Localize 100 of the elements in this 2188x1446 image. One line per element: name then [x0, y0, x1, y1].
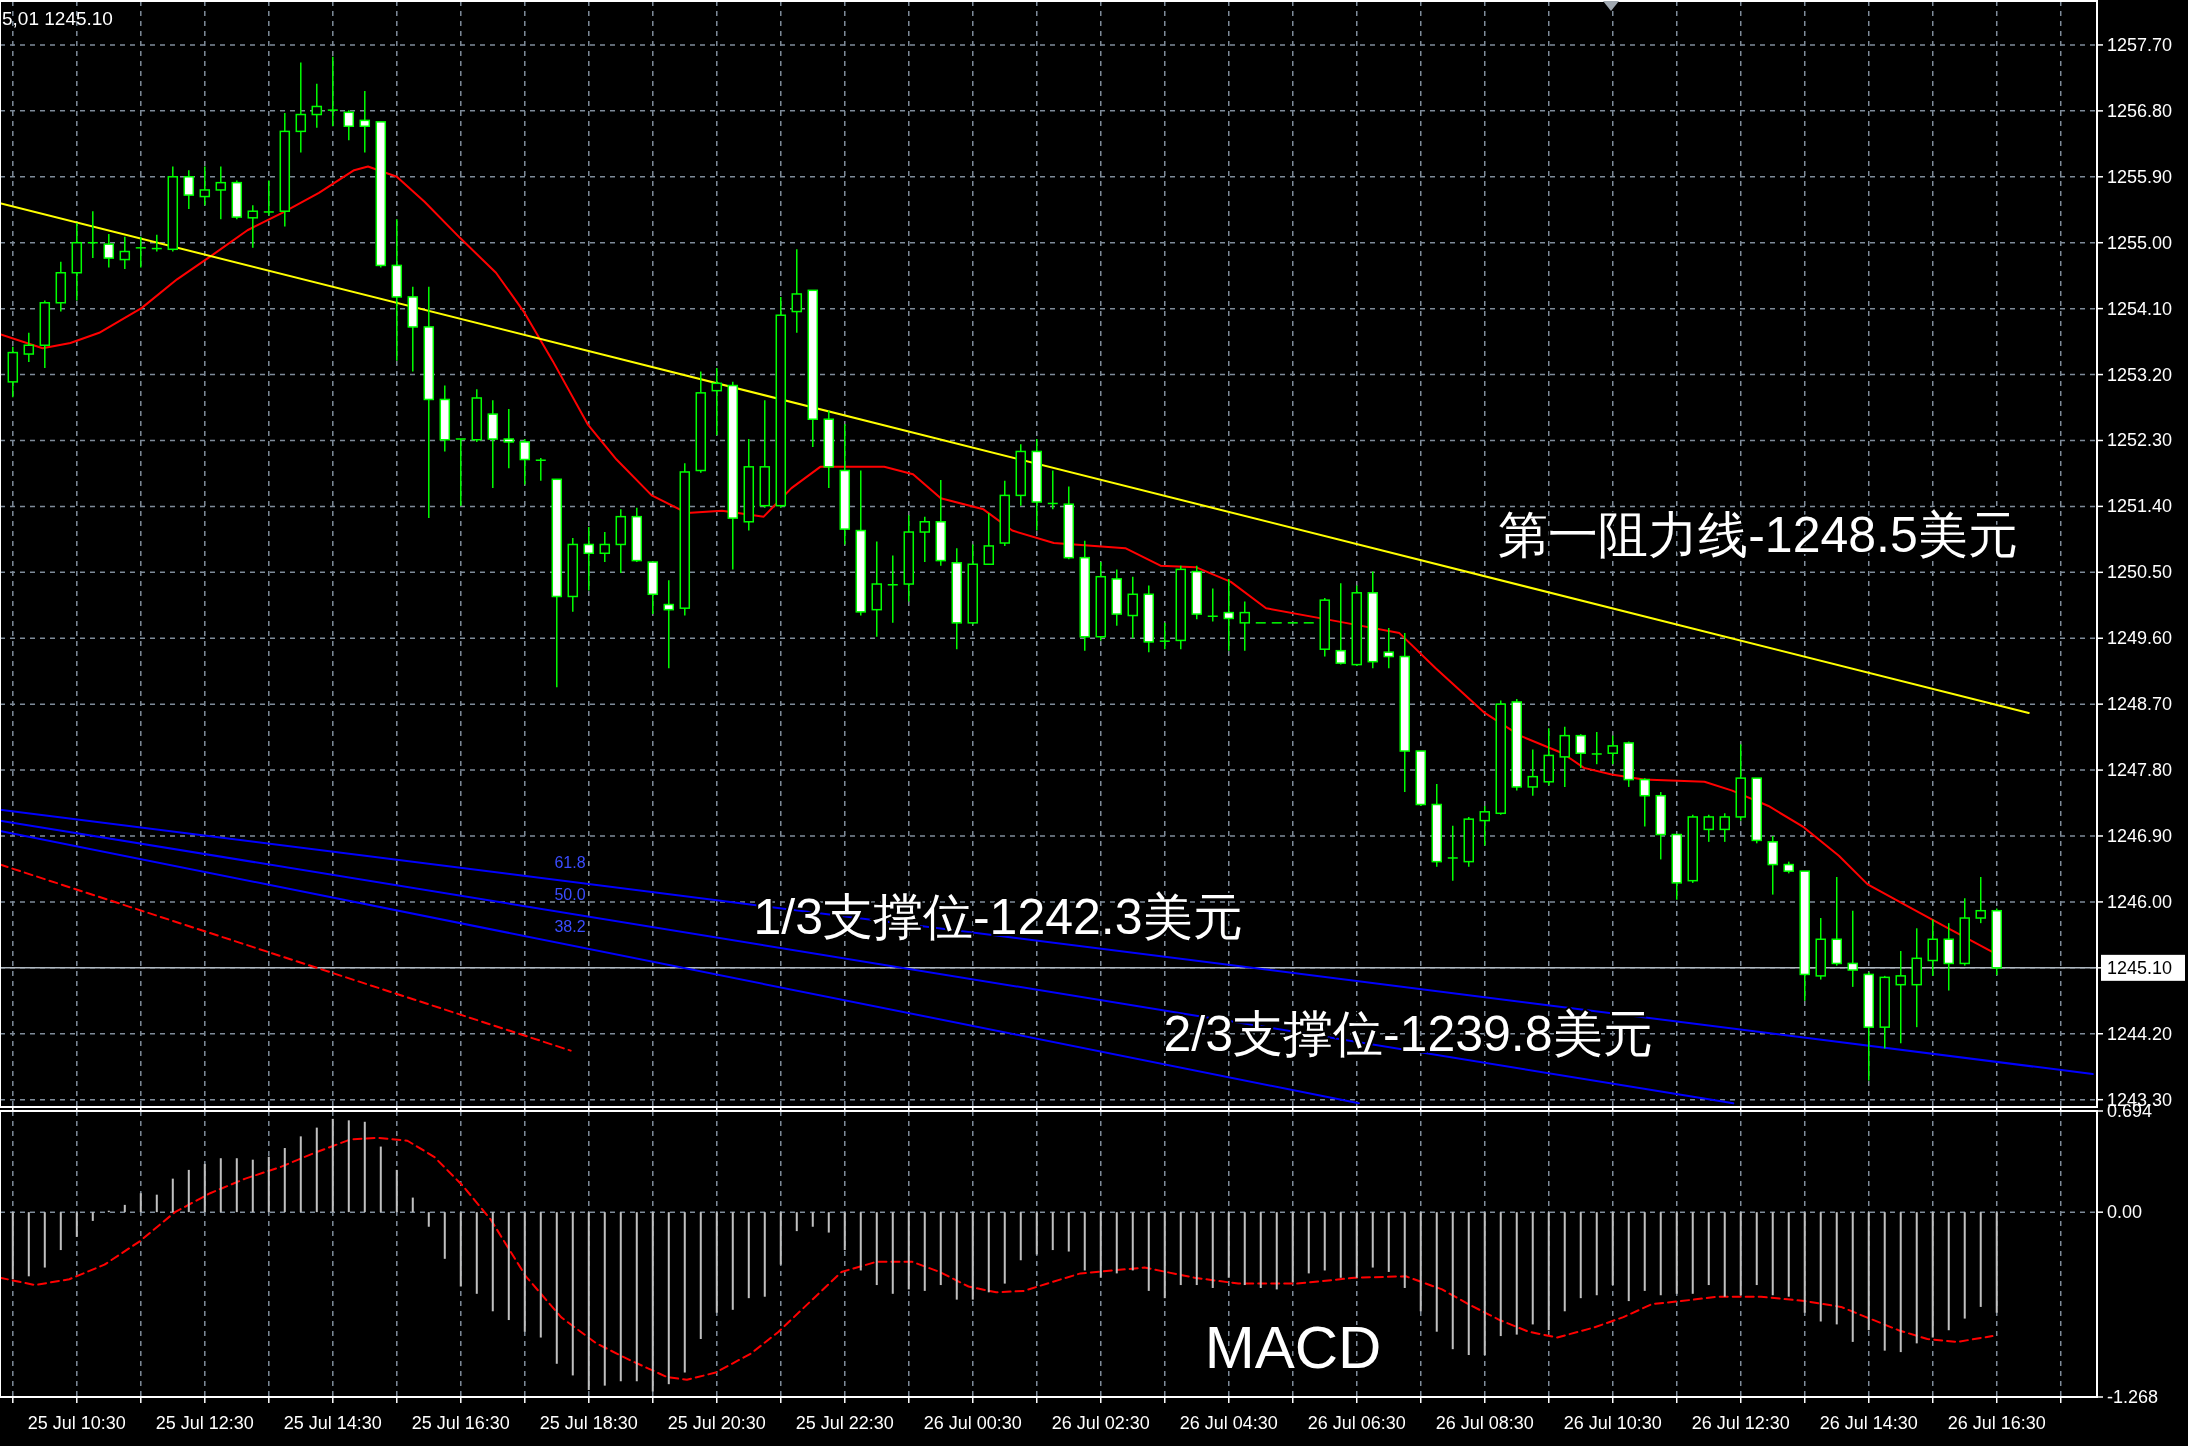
bar — [347, 1120, 350, 1213]
annotation: 5,01 1245.10 — [2, 7, 113, 29]
bar — [1291, 1212, 1294, 1283]
bar — [331, 1118, 334, 1213]
bar — [1563, 1212, 1566, 1312]
bar — [1451, 1212, 1454, 1350]
y-tick-label: 1245.10 — [2107, 957, 2173, 978]
y-tick-label: 1247.80 — [2107, 760, 2173, 781]
candlestick — [919, 515, 931, 563]
y-tick-label: 1255.90 — [2107, 166, 2173, 187]
y-tick-label: 1248.70 — [2107, 694, 2173, 715]
bar — [715, 1212, 718, 1313]
candlestick — [1159, 622, 1171, 650]
candlestick — [1559, 726, 1570, 788]
candlestick — [1127, 575, 1139, 639]
candlestick — [1383, 627, 1395, 670]
y-tick-label: -1.268 — [2107, 1387, 2159, 1407]
x-tick-label: 25 Jul 12:30 — [155, 1413, 254, 1433]
bar — [1243, 1212, 1246, 1286]
bar — [1211, 1212, 1214, 1288]
bar — [1995, 1212, 1998, 1313]
bar — [683, 1212, 686, 1373]
bar — [1419, 1212, 1422, 1312]
bar — [875, 1212, 878, 1286]
candlestick — [535, 457, 547, 482]
candlestick — [1239, 600, 1251, 652]
candlestick — [359, 90, 371, 154]
candlestick — [1719, 812, 1730, 843]
x-tick-label: 26 Jul 08:30 — [1435, 1413, 1534, 1433]
bar — [1867, 1212, 1870, 1331]
candlestick — [1767, 835, 1778, 896]
bar — [1595, 1212, 1598, 1296]
y-tick-label: 1246.90 — [2107, 825, 2173, 846]
bar — [379, 1146, 382, 1213]
candlestick — [455, 438, 467, 507]
bar — [1707, 1212, 1710, 1286]
candlestick — [103, 233, 115, 269]
bar — [731, 1212, 734, 1310]
bar — [1227, 1212, 1230, 1278]
x-tick-label: 26 Jul 12:30 — [1691, 1413, 1790, 1433]
annotation: MACD — [1204, 1313, 1382, 1381]
bar — [1611, 1212, 1614, 1286]
bar — [123, 1204, 126, 1213]
bar — [507, 1212, 510, 1321]
candlestick — [1847, 909, 1858, 988]
bar — [1051, 1212, 1054, 1251]
bar — [907, 1212, 910, 1290]
bar — [1131, 1212, 1134, 1271]
bar — [747, 1212, 750, 1299]
bar — [1339, 1212, 1342, 1278]
y-tick-label: 1253.20 — [2107, 364, 2173, 385]
bar — [427, 1212, 430, 1227]
bar — [299, 1136, 302, 1213]
bar — [155, 1194, 158, 1213]
bar — [1083, 1212, 1086, 1271]
candlestick — [1223, 578, 1235, 652]
candlestick — [311, 83, 323, 129]
bar — [1739, 1212, 1742, 1296]
x-tick-label: 26 Jul 02:30 — [1051, 1413, 1150, 1433]
bar — [635, 1212, 638, 1382]
bar — [1275, 1212, 1278, 1290]
candlestick — [1975, 876, 1986, 924]
bar — [1403, 1212, 1406, 1288]
bar — [315, 1127, 318, 1213]
x-tick-label: 25 Jul 18:30 — [539, 1413, 638, 1433]
candlestick — [263, 179, 275, 217]
candlestick — [1895, 950, 1906, 1045]
bar — [523, 1212, 526, 1332]
y-tick-label: 1250.50 — [2107, 562, 2173, 583]
y-tick-label: 1246.00 — [2107, 891, 2173, 912]
bar — [1675, 1212, 1678, 1294]
bar — [1147, 1212, 1150, 1291]
bar — [1771, 1212, 1774, 1296]
bar — [1803, 1212, 1806, 1313]
y-tick-label: 1251.40 — [2107, 496, 2173, 517]
bar — [43, 1212, 46, 1268]
y-tick-label: 1249.60 — [2107, 628, 2173, 649]
candlestick — [23, 332, 35, 363]
bar — [923, 1212, 926, 1291]
bar — [1435, 1212, 1438, 1332]
bar — [955, 1212, 958, 1300]
candlestick — [599, 531, 611, 563]
bar — [1627, 1212, 1630, 1302]
candlestick — [295, 61, 307, 154]
candlestick — [327, 55, 339, 127]
x-tick-label: 26 Jul 10:30 — [1563, 1413, 1662, 1433]
annotation: 50.0 — [554, 885, 586, 903]
y-tick-label: 0.00 — [2107, 1202, 2143, 1223]
candlestick — [503, 408, 515, 470]
bar — [763, 1212, 766, 1297]
bar — [251, 1159, 254, 1213]
x-tick-label: 25 Jul 22:30 — [795, 1413, 894, 1433]
candlestick — [887, 554, 899, 624]
x-tick-label: 25 Jul 10:30 — [27, 1413, 126, 1433]
bar — [1003, 1212, 1006, 1284]
bar — [571, 1212, 574, 1376]
candlestick — [247, 204, 259, 249]
bar — [1835, 1212, 1838, 1325]
bar — [811, 1212, 814, 1227]
bar — [1643, 1212, 1646, 1291]
